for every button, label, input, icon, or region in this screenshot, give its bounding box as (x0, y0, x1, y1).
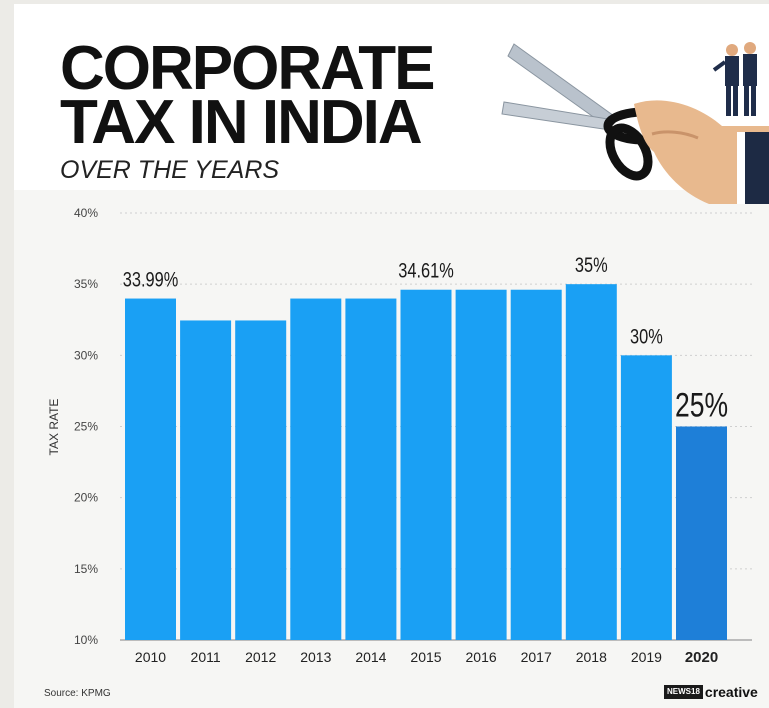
bar (400, 289, 452, 640)
bar (235, 320, 287, 640)
y-tick-label: 40% (74, 206, 98, 220)
bar (345, 298, 397, 640)
bar (620, 355, 672, 640)
title-line-2: TAX IN INDIA (60, 88, 423, 157)
source-note: Source: KPMG (44, 688, 111, 699)
y-tick-label: 30% (74, 348, 98, 362)
subtitle: OVER THE YEARS (60, 156, 280, 184)
x-tick-label: 2018 (576, 649, 607, 665)
bars (125, 284, 727, 640)
brand-creative-text: creative (704, 684, 758, 700)
header-band (14, 4, 769, 190)
y-tick-label: 35% (74, 277, 98, 291)
x-tick-label: 2014 (355, 649, 386, 665)
x-tick-label: 2013 (300, 649, 331, 665)
y-axis-title: TAX RATE (47, 399, 61, 456)
y-tick-label: 25% (74, 420, 98, 434)
y-tick-label: 10% (74, 633, 98, 647)
labels: 10% 15% 20% 25% 30% 35% 40% 2010 33.99% 2011 2012 2… (74, 206, 728, 666)
brand-news-badge: NEWS18 (664, 685, 703, 699)
x-tick-label: 2010 (135, 649, 166, 665)
bar (290, 298, 342, 640)
x-tick-label: 2017 (521, 649, 552, 665)
x-tick-label: 2019 (631, 649, 662, 665)
x-tick-label: 2012 (245, 649, 276, 665)
bar (455, 289, 507, 640)
scissors-businessmen-illustration (501, 42, 769, 204)
x-tick-label: 2011 (191, 649, 221, 665)
data-label: 25% (675, 386, 728, 424)
bar (510, 289, 562, 640)
x-tick-label: 2020 (685, 649, 718, 666)
bar (676, 426, 727, 640)
y-tick-label: 15% (74, 562, 98, 576)
brand-logo: NEWS18 creative (664, 684, 758, 700)
data-label: 35% (575, 253, 608, 276)
bar (125, 298, 176, 640)
x-tick-label: 2015 (410, 649, 441, 665)
data-label: 34.61% (398, 259, 454, 282)
x-tick-label: 2016 (466, 649, 497, 665)
businessmen-icon (712, 42, 757, 116)
data-label: 33.99% (123, 268, 179, 291)
bar (180, 320, 232, 640)
y-tick-label: 20% (74, 491, 98, 505)
bar (565, 284, 617, 640)
title-line-1: CORPORATE (60, 34, 436, 103)
data-label: 30% (630, 324, 663, 347)
hand-icon (634, 100, 769, 204)
